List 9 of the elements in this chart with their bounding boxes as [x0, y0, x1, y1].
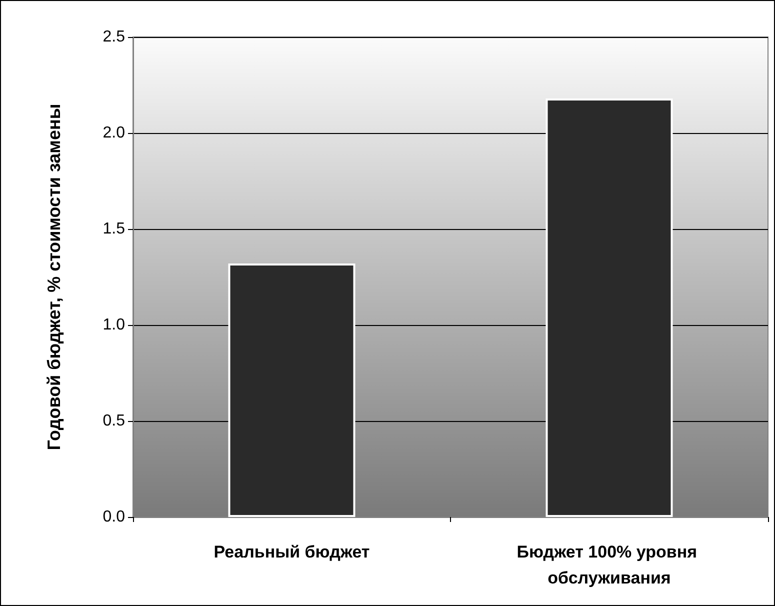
y-tick-label: 0.5: [102, 412, 126, 430]
y-axis-title: Годовой бюджет, % стоимости замены: [44, 104, 64, 450]
y-tick-label: 2.5: [102, 28, 126, 46]
x-tick-label: Бюджет 100% уровня обслуживания: [516, 542, 702, 588]
y-tick-label: 2.0: [102, 124, 126, 142]
y-tick-label: 1.0: [102, 316, 126, 334]
y-tick-label: 1.5: [102, 220, 126, 238]
x-tick-label: Реальный бюджет: [214, 542, 370, 562]
y-tick-label: 0.0: [102, 508, 126, 526]
